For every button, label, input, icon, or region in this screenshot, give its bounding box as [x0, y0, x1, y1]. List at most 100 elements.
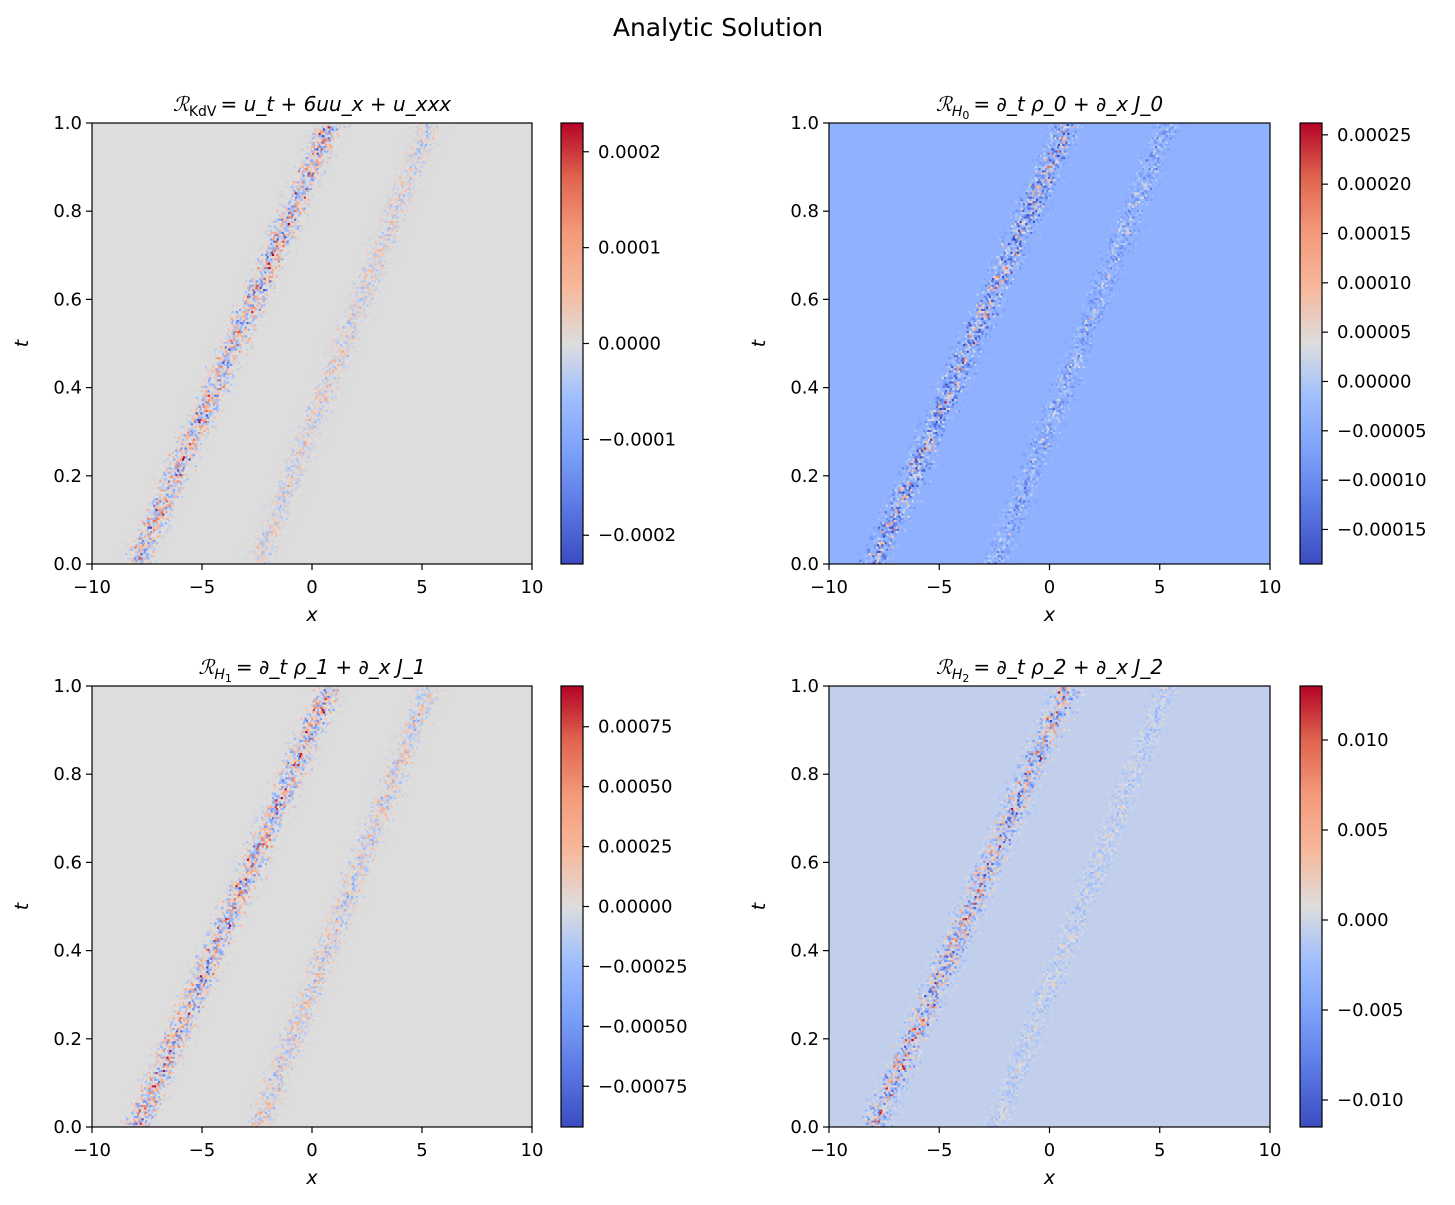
- heatmap-cell: [346, 390, 349, 393]
- heatmap-cell: [951, 425, 954, 428]
- heatmap-cell: [199, 403, 202, 406]
- heatmap-cell: [306, 469, 309, 472]
- heatmap-cell: [287, 163, 290, 166]
- heatmap-cell: [249, 289, 253, 292]
- heatmap-cell: [374, 262, 377, 265]
- heatmap-cell: [310, 172, 313, 175]
- heatmap-cell: [925, 454, 928, 457]
- heatmap-cell: [141, 520, 144, 523]
- heatmap-cell: [353, 361, 356, 364]
- heatmap-cell: [229, 319, 232, 322]
- heatmap-cell: [324, 394, 327, 397]
- heatmap-cell: [295, 185, 298, 188]
- heatmap-cell: [904, 531, 907, 534]
- heatmap-cell: [190, 473, 193, 476]
- heatmap-cell: [379, 264, 383, 267]
- heatmap-cell: [238, 330, 241, 333]
- heatmap-cell: [353, 377, 356, 380]
- heatmap-cell: [159, 535, 162, 538]
- heatmap-cell: [214, 390, 217, 393]
- heatmap-cell: [203, 434, 206, 437]
- heatmap-cell: [270, 286, 273, 289]
- heatmap-cell: [201, 368, 205, 371]
- heatmap-cell: [404, 146, 407, 149]
- heatmap-cell: [315, 130, 318, 133]
- y-tick-label: 0.6: [53, 289, 82, 310]
- heatmap-cell: [317, 150, 320, 153]
- heatmap-cell: [298, 478, 301, 481]
- heatmap-cell: [891, 511, 894, 514]
- heatmap-cell: [278, 249, 281, 252]
- heatmap-cell: [268, 561, 271, 564]
- heatmap-cell: [444, 139, 447, 142]
- heatmap-cell: [274, 524, 277, 527]
- heatmap-cell: [282, 220, 285, 223]
- heatmap-cell: [215, 401, 219, 404]
- heatmap-cell: [168, 465, 171, 468]
- heatmap-cell: [351, 280, 355, 283]
- heatmap-cell: [270, 271, 274, 274]
- heatmap-cell: [392, 256, 395, 259]
- heatmap-cell: [225, 374, 228, 377]
- heatmap-cell: [265, 262, 269, 265]
- heatmap-cell: [378, 229, 381, 232]
- heatmap-cell: [432, 135, 435, 138]
- heatmap-cell: [280, 234, 283, 237]
- heatmap-cell: [368, 315, 372, 318]
- heatmap-cell: [321, 146, 324, 149]
- heatmap-cell: [894, 509, 897, 512]
- heatmap-cell: [145, 542, 148, 545]
- heatmap-cell: [895, 462, 898, 465]
- heatmap-cell: [387, 229, 390, 232]
- heatmap-cell: [229, 366, 232, 369]
- heatmap-cell: [244, 315, 248, 318]
- heatmap-cell: [900, 515, 903, 518]
- heatmap-cell: [262, 275, 265, 278]
- heatmap-cell: [916, 480, 919, 483]
- heatmap-cell: [870, 553, 874, 556]
- heatmap-cell: [905, 434, 908, 437]
- heatmap-cell: [326, 374, 329, 377]
- heatmap-cell: [406, 192, 409, 195]
- heatmap-cell: [175, 482, 178, 485]
- heatmap-cell: [411, 201, 414, 204]
- heatmap-cell: [316, 456, 319, 459]
- heatmap-cell: [312, 427, 315, 430]
- heatmap-cell: [260, 269, 263, 272]
- heatmap-cell: [254, 528, 258, 531]
- heatmap-cell: [930, 438, 933, 441]
- heatmap-cell: [929, 480, 932, 483]
- heatmap-cell: [894, 480, 897, 483]
- heatmap-cell: [385, 262, 388, 265]
- heatmap-cell: [306, 146, 309, 149]
- heatmap-cell: [371, 275, 374, 278]
- heatmap-cell: [204, 436, 208, 439]
- heatmap-cell: [158, 511, 161, 514]
- heatmap-cell: [159, 500, 162, 503]
- heatmap-cell: [917, 467, 920, 470]
- heatmap-cell: [136, 561, 139, 564]
- heatmap-cell: [309, 148, 312, 151]
- heatmap-cell: [236, 335, 239, 338]
- heatmap-cell: [215, 427, 218, 430]
- heatmap-cell: [138, 546, 142, 549]
- heatmap-cell: [410, 157, 414, 160]
- heatmap-cell: [213, 388, 216, 391]
- heatmap-cell: [206, 388, 209, 391]
- heatmap-cell: [329, 388, 332, 391]
- heatmap-cell: [343, 302, 346, 305]
- heatmap-cell: [891, 487, 894, 490]
- heatmap-cell: [336, 308, 339, 311]
- heatmap-cell: [893, 506, 896, 509]
- heatmap-cell: [290, 489, 293, 492]
- heatmap-cell: [221, 339, 224, 342]
- heatmap-cell: [931, 429, 934, 432]
- heatmap-cell: [882, 537, 885, 540]
- heatmap-cell: [388, 253, 391, 256]
- heatmap-cell: [394, 220, 397, 223]
- heatmap-cell: [168, 539, 171, 542]
- heatmap-cell: [240, 335, 243, 338]
- heatmap-cell: [942, 410, 945, 413]
- heatmap-cell: [347, 286, 350, 289]
- heatmap-cell: [277, 260, 281, 263]
